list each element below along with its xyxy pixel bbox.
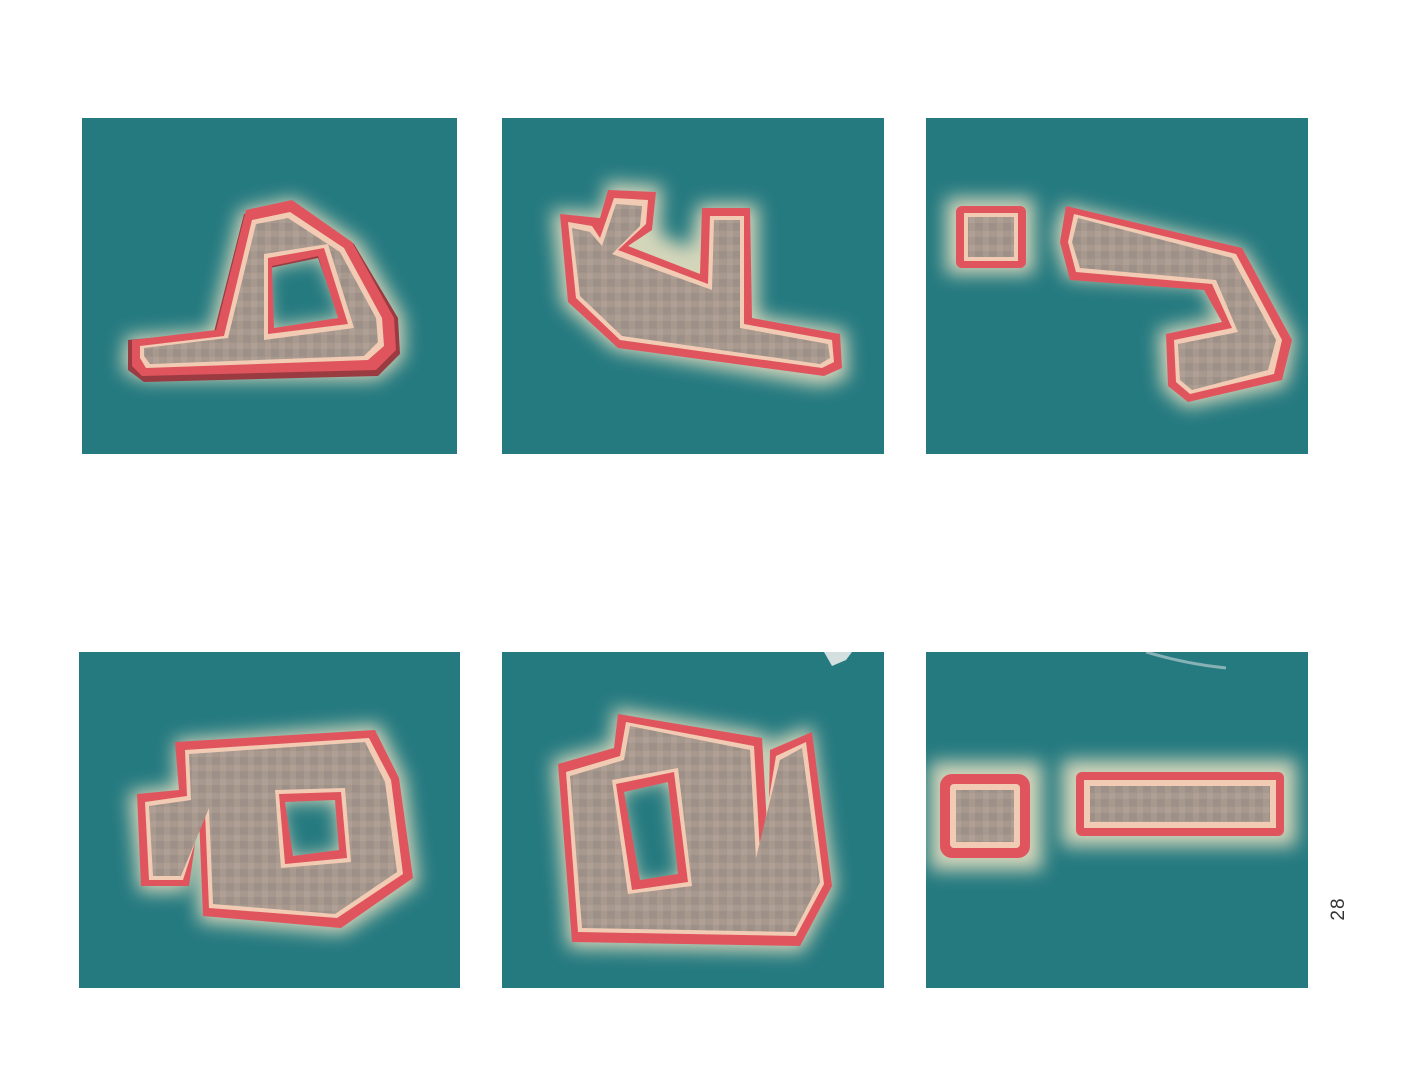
page-number: 28 xyxy=(1328,897,1349,921)
island-shape-2 xyxy=(552,182,848,386)
render-tile-1 xyxy=(82,118,457,454)
render-tile-6 xyxy=(926,652,1308,988)
render-tile-5 xyxy=(502,652,884,988)
render-tile-2 xyxy=(502,118,884,454)
island-shape-1 xyxy=(122,198,404,382)
island-shape-6 xyxy=(930,652,1296,870)
island-shape-4 xyxy=(129,724,419,934)
render-tile-4 xyxy=(79,652,460,988)
island-shape-3 xyxy=(946,198,1296,408)
island-shape-5 xyxy=(552,652,852,952)
render-tile-3 xyxy=(926,118,1308,454)
